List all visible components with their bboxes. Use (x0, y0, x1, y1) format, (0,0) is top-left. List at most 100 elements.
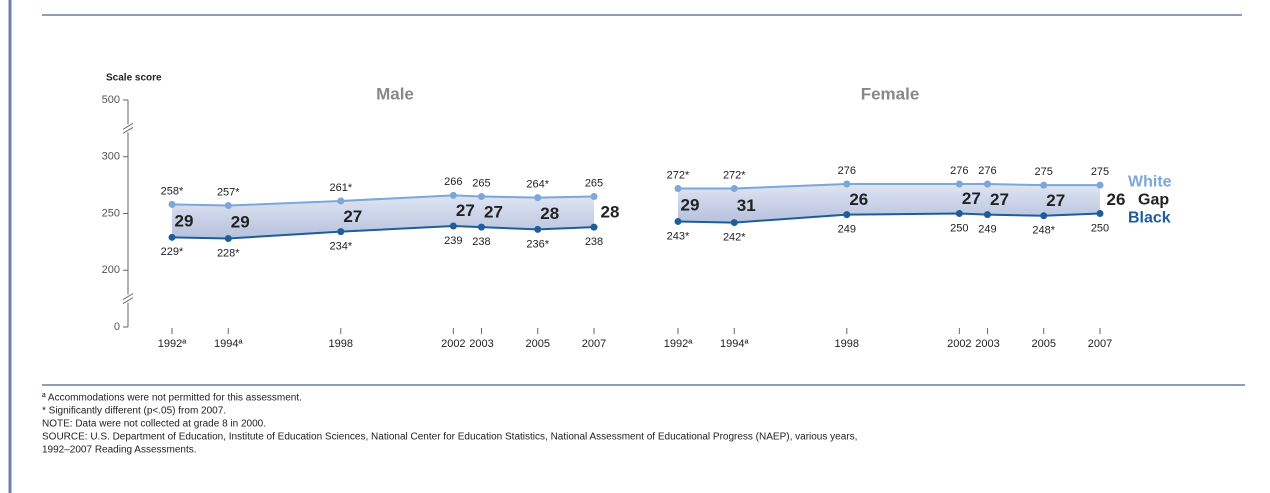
axis-break (122, 297, 134, 305)
point (590, 192, 598, 200)
point (449, 222, 457, 230)
x-tick-label: 2007 (1088, 338, 1112, 350)
y-axis-label: Scale score (106, 73, 162, 84)
axis-break-gap (125, 294, 131, 303)
gap-label: 27 (456, 201, 475, 220)
point (730, 185, 738, 193)
value-label: 257* (217, 186, 240, 198)
point (983, 211, 991, 219)
value-label: 250 (950, 222, 968, 234)
axis-break (122, 293, 134, 301)
footnote: ª Accommodations were not permitted for … (42, 393, 302, 404)
x-tick-label: 1998 (835, 338, 859, 350)
value-label: 275 (1091, 166, 1109, 178)
axis-break-gap (125, 124, 131, 133)
value-label: 250 (1091, 222, 1109, 234)
axis-break (122, 126, 134, 134)
value-label: 248* (1032, 225, 1055, 237)
value-label: 229* (161, 246, 184, 258)
value-label: 234* (329, 241, 352, 253)
y-tick-label: 250 (102, 207, 120, 219)
value-label: 238 (472, 236, 490, 248)
value-label: 265 (472, 177, 490, 189)
point (224, 202, 232, 210)
gap-label: 29 (175, 211, 194, 230)
gap-label: 26 (1107, 190, 1126, 209)
footnote: * Significantly different (p<.05) from 2… (42, 406, 226, 417)
y-tick-label: 0 (114, 321, 120, 333)
y-tick-label: 500 (102, 94, 120, 106)
point (955, 180, 963, 188)
point (337, 197, 345, 205)
footnote: 1992–2007 Reading Assessments. (42, 445, 197, 456)
point (1040, 212, 1048, 220)
x-tick-label: 2003 (975, 338, 999, 350)
gap-label: 27 (990, 190, 1009, 209)
gap-band (172, 195, 594, 239)
gap-label: 27 (1046, 191, 1065, 210)
x-tick-label: 1998 (329, 338, 353, 350)
x-tick-label: 1992ª (664, 338, 693, 350)
x-tick-label: 1992ª (158, 338, 187, 350)
point (168, 233, 176, 241)
point (449, 191, 457, 199)
gap-label: 27 (343, 207, 362, 226)
gap-label: 26 (849, 190, 868, 209)
footnote: SOURCE: U.S. Department of Education, In… (42, 432, 857, 443)
point (477, 192, 485, 200)
point (674, 217, 682, 225)
value-label: 264* (526, 179, 549, 191)
y-tick-label: 200 (102, 264, 120, 276)
gap-label: 27 (962, 189, 981, 208)
gap-label: 29 (231, 212, 250, 231)
gap-label: 28 (540, 204, 559, 223)
value-label: 272* (667, 169, 690, 181)
point (534, 194, 542, 202)
point (843, 180, 851, 188)
point (1096, 210, 1104, 217)
panel-title: Male (376, 84, 414, 103)
axis-break (122, 122, 134, 130)
point (1096, 181, 1104, 189)
point (955, 210, 963, 217)
value-label: 243* (667, 230, 690, 242)
point (983, 180, 991, 188)
x-tick-label: 2007 (582, 338, 606, 350)
point (168, 200, 176, 208)
x-tick-label: 2003 (469, 338, 493, 350)
point (730, 219, 738, 227)
value-label: 276 (950, 165, 968, 177)
gap-label: 27 (484, 202, 503, 221)
value-label: 272* (723, 169, 746, 181)
value-label: 228* (217, 247, 240, 259)
value-label: 242* (723, 231, 746, 243)
value-label: 236* (526, 238, 549, 250)
legend-entry: Black (1128, 210, 1171, 227)
value-label: 238 (585, 236, 603, 248)
value-label: 239 (444, 235, 462, 247)
gap-label: 31 (737, 196, 756, 215)
value-label: 258* (161, 185, 184, 197)
footnote: NOTE: Data were not collected at grade 8… (42, 419, 266, 430)
panel-title: Female (861, 84, 920, 103)
gap-label: 29 (681, 195, 700, 214)
point (843, 211, 851, 219)
x-tick-label: 2005 (525, 338, 549, 350)
point (674, 185, 682, 193)
point (1040, 181, 1048, 189)
point (337, 228, 345, 236)
legend-entry: Gap (1138, 192, 1169, 209)
value-label: 249 (978, 224, 996, 236)
x-tick-label: 1994ª (214, 338, 243, 350)
x-tick-label: 2002 (947, 338, 971, 350)
x-tick-label: 1994ª (720, 338, 749, 350)
x-tick-label: 2002 (441, 338, 465, 350)
value-label: 276 (978, 165, 996, 177)
point (477, 223, 485, 231)
value-label: 275 (1035, 166, 1053, 178)
x-tick-label: 2005 (1031, 338, 1055, 350)
legend-entry: White (1128, 173, 1172, 190)
gap-label: 28 (601, 202, 620, 221)
value-label: 249 (838, 224, 856, 236)
